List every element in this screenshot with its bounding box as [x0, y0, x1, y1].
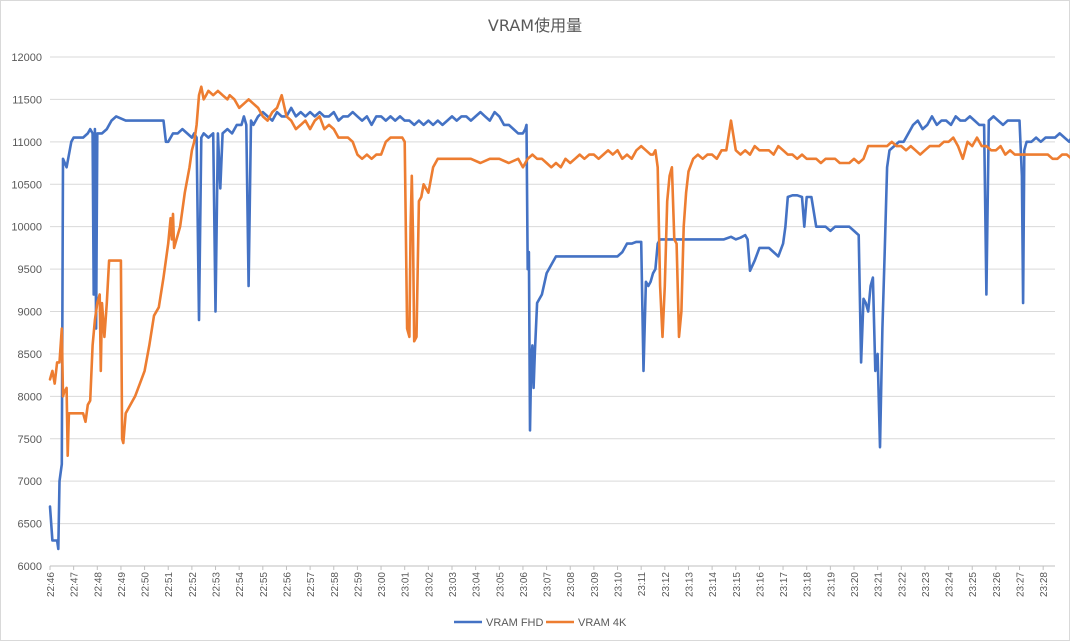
x-tick-label: 23:19 [826, 572, 837, 597]
x-tick-label: 22:49 [117, 572, 128, 597]
x-tick-label: 23:06 [519, 572, 530, 597]
x-tick-label: 23:12 [661, 572, 672, 597]
x-tick-label: 23:16 [755, 572, 766, 597]
x-tick-label: 23:10 [614, 572, 625, 597]
x-tick-label: 23:13 [684, 572, 695, 597]
x-tick-label: 23:00 [377, 572, 388, 597]
x-tick-label: 23:07 [543, 572, 554, 597]
x-tick-label: 22:51 [164, 572, 175, 597]
x-tick-label: 23:09 [590, 572, 601, 597]
x-tick-label: 22:55 [259, 572, 270, 597]
y-tick-label: 6000 [18, 561, 42, 573]
legend: VRAM FHD VRAM 4K [454, 617, 627, 629]
x-tick-label: 23:11 [637, 572, 648, 597]
y-tick-label: 8000 [18, 391, 42, 403]
x-tick-label: 22:57 [306, 572, 317, 597]
legend-label: VRAM FHD [486, 617, 544, 629]
x-tick-label: 22:56 [282, 572, 293, 597]
x-tick-label: 23:25 [968, 572, 979, 597]
x-tick-label: 23:01 [401, 572, 412, 597]
y-tick-label: 10500 [11, 179, 42, 191]
x-tick-label: 23:18 [803, 572, 814, 597]
y-tick-label: 12000 [11, 52, 42, 64]
chart-title: VRAM使用量 [488, 16, 582, 35]
x-tick-label: 22:48 [93, 572, 104, 597]
x-tick-label: 22:50 [141, 572, 152, 597]
y-tick-label: 11000 [12, 137, 42, 149]
series-lines [48, 85, 1070, 551]
y-tick-label: 11500 [12, 94, 42, 106]
y-tick-label: 8500 [18, 349, 42, 361]
x-tick-label: 23:21 [874, 572, 885, 597]
x-tick-label: 23:28 [1039, 572, 1050, 597]
x-tick-label: 23:04 [472, 572, 483, 597]
x-tick-label: 23:03 [448, 572, 459, 597]
x-tick-label: 22:59 [353, 572, 364, 597]
x-tick-label: 22:52 [188, 572, 199, 597]
x-tick-label: 23:26 [992, 572, 1003, 597]
x-tick-label: 23:23 [921, 572, 932, 597]
y-tick-label: 9500 [18, 264, 42, 276]
x-tick-label: 23:02 [424, 572, 435, 597]
x-tick-label: 23:24 [945, 572, 956, 597]
x-axis-tick-labels: 22:46 22:47 22:48 22:49 22:50 22:51 22:52 22:53… [46, 566, 1050, 597]
y-tick-label: 7500 [18, 434, 42, 446]
x-tick-label: 23:20 [850, 572, 861, 597]
x-tick-label: 22:53 [212, 572, 223, 597]
y-tick-label: 10000 [11, 222, 42, 234]
x-tick-label: 22:54 [235, 572, 246, 597]
x-tick-label: 23:15 [732, 572, 743, 597]
x-tick-label: 23:05 [495, 572, 506, 597]
x-tick-label: 22:47 [70, 572, 81, 597]
x-tick-label: 22:46 [46, 572, 57, 597]
x-tick-label: 23:17 [779, 572, 790, 597]
x-tick-label: 23:14 [708, 572, 719, 597]
x-tick-label: 22:58 [330, 572, 341, 597]
y-tick-label: 7000 [18, 476, 42, 488]
x-tick-label: 23:08 [566, 572, 577, 597]
x-tick-label: 23:22 [897, 572, 908, 597]
x-tick-label: 23:27 [1016, 572, 1027, 597]
series-line-vram-4k [48, 85, 1070, 457]
legend-label: VRAM 4K [578, 617, 627, 629]
series-line-vram-fhd [48, 106, 1070, 551]
y-tick-label: 9000 [18, 307, 42, 319]
y-axis-tick-labels: 6000 6500 7000 7500 8000 8500 9000 9500 10000 105… [11, 52, 42, 573]
y-tick-label: 6500 [18, 519, 42, 531]
